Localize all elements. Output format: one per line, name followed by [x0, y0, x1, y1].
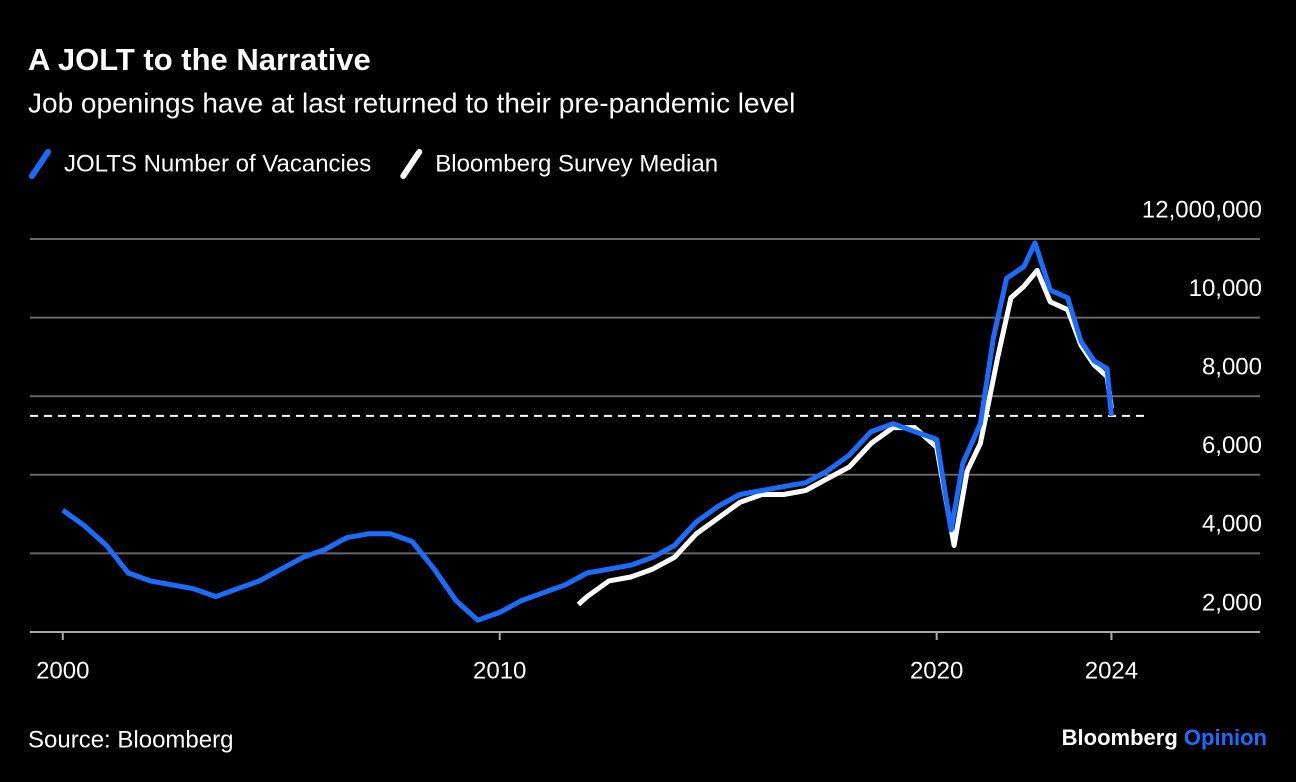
series-line: [61, 240, 1114, 623]
legend-swatch: [29, 149, 51, 179]
chart-title: A JOLT to the Narrative: [28, 42, 371, 77]
y-tick-label: 6,000: [1202, 432, 1262, 459]
x-tick-label: 2010: [473, 657, 526, 684]
y-tick-label: 2,000: [1202, 589, 1262, 616]
brand: Bloomberg Opinion: [1062, 725, 1267, 750]
legend-swatch: [400, 149, 423, 179]
x-tick-label: 2020: [910, 657, 963, 684]
y-tick-label: 8,000: [1202, 354, 1262, 381]
chart-subtitle: Job openings have at last returned to th…: [28, 87, 795, 118]
brand-name: Bloomberg: [1062, 725, 1178, 750]
x-tick-label: 2000: [36, 657, 89, 684]
legend-label: Bloomberg Survey Median: [435, 150, 718, 177]
y-tick-label: 12,000,000: [1142, 196, 1262, 223]
legend-label: JOLTS Number of Vacancies: [64, 150, 371, 177]
brand-product: Opinion: [1184, 725, 1267, 750]
source: Source: Bloomberg: [28, 726, 233, 753]
series-line: [576, 267, 1114, 607]
y-tick-label: 10,000: [1189, 275, 1262, 302]
x-tick-label: 2024: [1085, 657, 1138, 684]
y-tick-label: 4,000: [1202, 511, 1262, 538]
